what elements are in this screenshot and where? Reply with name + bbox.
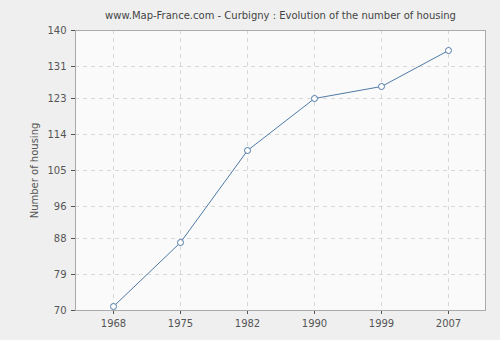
svg-text:Number of housing: Number of housing [29, 123, 40, 219]
svg-text:1990: 1990 [302, 318, 327, 329]
svg-text:123: 123 [47, 93, 66, 104]
svg-text:105: 105 [47, 165, 66, 176]
svg-text:140: 140 [47, 25, 66, 36]
svg-text:1999: 1999 [369, 318, 394, 329]
svg-text:70: 70 [54, 305, 67, 316]
svg-text:1968: 1968 [101, 318, 126, 329]
svg-text:1975: 1975 [168, 318, 193, 329]
svg-text:88: 88 [54, 233, 67, 244]
svg-text:96: 96 [54, 201, 67, 212]
svg-text:www.Map-France.com - Curbigny: www.Map-France.com - Curbigny : Evolutio… [105, 10, 456, 21]
svg-text:79: 79 [54, 269, 67, 280]
svg-text:131: 131 [47, 61, 66, 72]
svg-text:114: 114 [47, 129, 66, 140]
svg-text:1982: 1982 [235, 318, 260, 329]
svg-text:2007: 2007 [436, 318, 461, 329]
